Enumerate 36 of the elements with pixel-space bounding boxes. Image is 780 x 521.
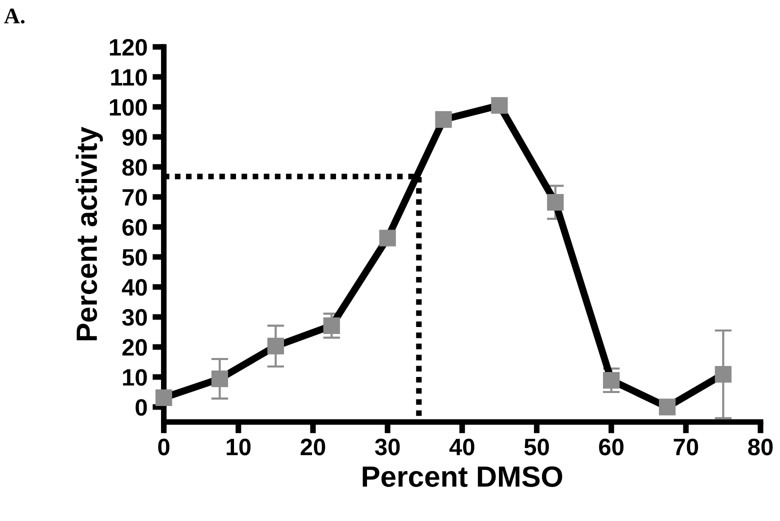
point [379,230,396,246]
y-tick-label: 40 [122,279,147,296]
y-tick-label: 0 [136,399,147,416]
point [323,317,340,334]
point [602,372,620,389]
x-tick-label: 70 [674,438,698,456]
x-tick-label: 60 [599,438,624,456]
y-tick-label: 100 [110,98,147,116]
point [491,97,508,114]
y-tick-label: 120 [110,38,147,56]
y-tick-label: 60 [122,219,147,236]
y-tick-label: 50 [122,249,147,266]
x-axis-title: Percent DMSO [362,466,562,487]
point [547,194,564,211]
x-tick-label: 30 [374,438,400,456]
point [658,398,676,416]
text: A. [4,8,25,24]
point [435,111,452,128]
y-tick-label: 70 [122,189,147,206]
point [155,389,172,406]
x-tick-label: 50 [524,438,549,456]
x-tick-label: 20 [300,438,326,456]
y-tick-label: 20 [122,339,147,356]
point [714,366,732,383]
y-tick-label: 10 [123,369,147,386]
point [211,370,228,388]
y-tick-label: 90 [122,128,147,146]
y-tick-label: 110 [111,68,147,86]
y-tick-label: 30 [122,309,147,326]
x-tick-label: 10 [226,438,251,456]
y-axis-title: Percent activity [76,126,103,340]
x-tick-label: 0 [158,438,170,456]
x-tick-label: 80 [748,438,773,456]
x-tick-label: 40 [449,438,474,456]
point [267,338,284,354]
y-tick-label: 80 [122,158,147,176]
